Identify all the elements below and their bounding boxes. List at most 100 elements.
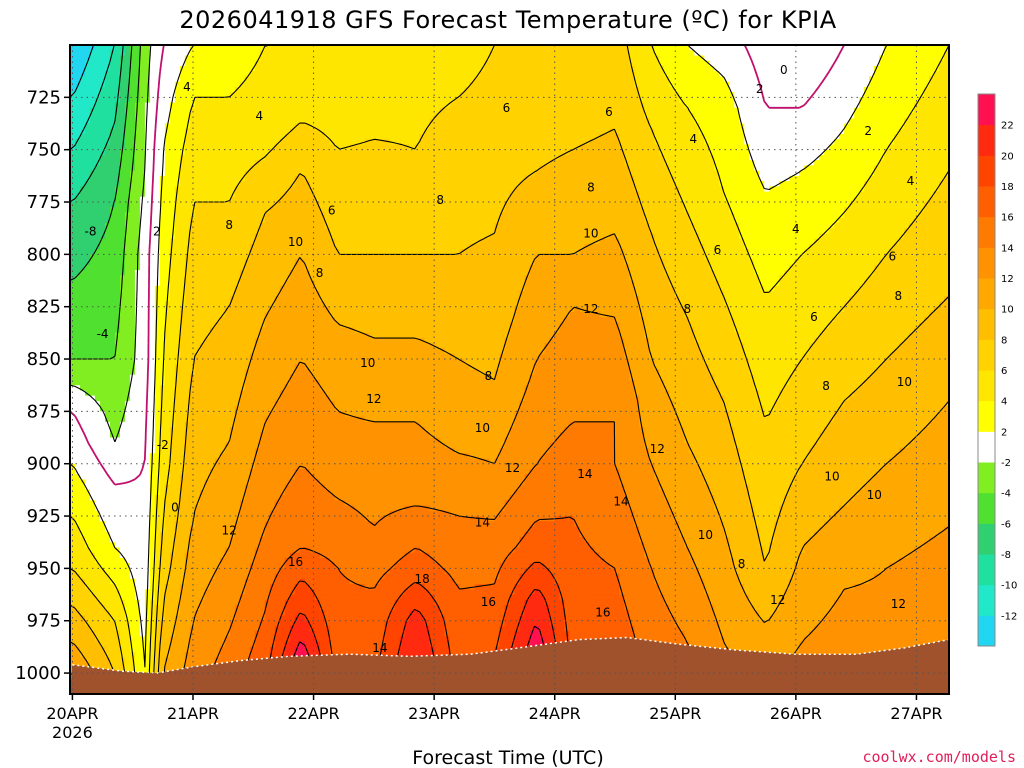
temperature-cell — [384, 45, 391, 51]
temperature-cell — [564, 45, 571, 51]
temperature-cell — [779, 60, 785, 67]
temperature-cell — [609, 60, 615, 67]
temperature-cell — [309, 144, 316, 151]
temperature-cell — [574, 60, 581, 67]
temperature-cell — [779, 92, 785, 98]
temperature-cell — [619, 71, 625, 77]
temperature-cell — [534, 186, 541, 193]
temperature-cell — [269, 144, 276, 151]
temperature-cell — [569, 45, 576, 51]
temperature-cell — [329, 128, 336, 135]
temperature-cell — [609, 165, 615, 172]
temperature-cell — [434, 149, 441, 156]
temperature-cell — [459, 149, 466, 156]
temperature-cell — [574, 76, 581, 83]
temperature-cell — [909, 102, 915, 109]
temperature-cell — [99, 133, 106, 140]
temperature-cell — [234, 55, 241, 62]
temperature-cell — [814, 165, 820, 172]
temperature-cell — [889, 118, 895, 125]
temperature-cell — [844, 60, 850, 67]
temperature-cell — [499, 128, 506, 135]
temperature-cell — [114, 165, 121, 172]
temperature-cell — [334, 76, 341, 83]
temperature-cell — [714, 123, 720, 130]
temperature-cell — [219, 76, 226, 83]
temperature-cell — [669, 107, 675, 114]
temperature-cell — [839, 165, 845, 172]
temperature-cell — [659, 154, 665, 161]
temperature-cell — [224, 102, 231, 109]
temperature-cell — [614, 128, 620, 135]
temperature-cell — [469, 170, 476, 177]
temperature-cell — [824, 144, 830, 151]
temperature-cell — [834, 97, 840, 104]
temperature-cell — [604, 128, 610, 135]
temperature-cell — [639, 107, 645, 114]
temperature-cell — [139, 60, 146, 67]
temperature-cell — [774, 165, 780, 172]
temperature-cell — [849, 50, 855, 57]
temperature-cell — [339, 144, 346, 151]
temperature-cell — [314, 102, 321, 109]
temperature-cell — [839, 81, 845, 88]
temperature-cell — [339, 181, 346, 187]
temperature-cell — [114, 170, 121, 177]
temperature-cell — [89, 55, 96, 62]
temperature-cell — [209, 128, 216, 135]
temperature-cell — [199, 107, 206, 114]
temperature-cell — [384, 113, 391, 119]
temperature-cell — [939, 165, 945, 172]
temperature-cell — [204, 97, 211, 104]
temperature-cell — [504, 128, 511, 135]
temperature-cell — [74, 118, 81, 125]
temperature-cell — [584, 165, 590, 172]
temperature-cell — [324, 118, 331, 125]
temperature-cell — [134, 55, 141, 62]
temperature-cell — [284, 133, 291, 140]
temperature-cell — [204, 128, 211, 135]
temperature-cell — [119, 86, 126, 93]
temperature-cell — [174, 60, 181, 67]
temperature-cell — [319, 118, 326, 125]
temperature-cell — [229, 55, 236, 62]
temperature-cell — [709, 181, 715, 187]
temperature-cell — [404, 55, 411, 62]
temperature-cell — [714, 186, 720, 193]
temperature-cell — [614, 50, 620, 57]
temperature-cell — [214, 81, 221, 88]
temperature-cell — [109, 65, 116, 72]
temperature-cell — [279, 86, 286, 93]
temperature-cell — [249, 45, 256, 51]
temperature-cell — [829, 123, 835, 130]
temperature-cell — [134, 181, 141, 187]
temperature-cell — [339, 133, 346, 140]
temperature-cell — [124, 186, 131, 193]
temperature-cell — [319, 107, 326, 114]
temperature-cell — [164, 81, 171, 88]
temperature-cell — [404, 165, 411, 172]
temperature-cell — [774, 107, 780, 114]
temperature-cell — [794, 160, 800, 166]
temperature-cell — [944, 186, 950, 193]
temperature-cell — [639, 160, 645, 166]
temperature-cell — [534, 144, 541, 151]
temperature-cell — [614, 175, 620, 182]
temperature-cell — [739, 113, 745, 119]
temperature-cell — [254, 128, 261, 135]
temperature-cell — [804, 50, 810, 57]
temperature-cell — [699, 139, 705, 146]
temperature-cell — [654, 149, 660, 156]
temperature-cell — [169, 123, 176, 130]
temperature-cell — [349, 107, 356, 114]
temperature-cell — [404, 139, 411, 146]
temperature-cell — [684, 113, 690, 119]
temperature-cell — [509, 154, 516, 161]
temperature-cell — [689, 60, 695, 67]
temperature-cell — [179, 86, 186, 93]
temperature-cell — [429, 165, 436, 172]
temperature-cell — [559, 165, 566, 172]
temperature-cell — [924, 71, 930, 77]
temperature-cell — [699, 65, 705, 72]
temperature-cell — [614, 118, 620, 125]
